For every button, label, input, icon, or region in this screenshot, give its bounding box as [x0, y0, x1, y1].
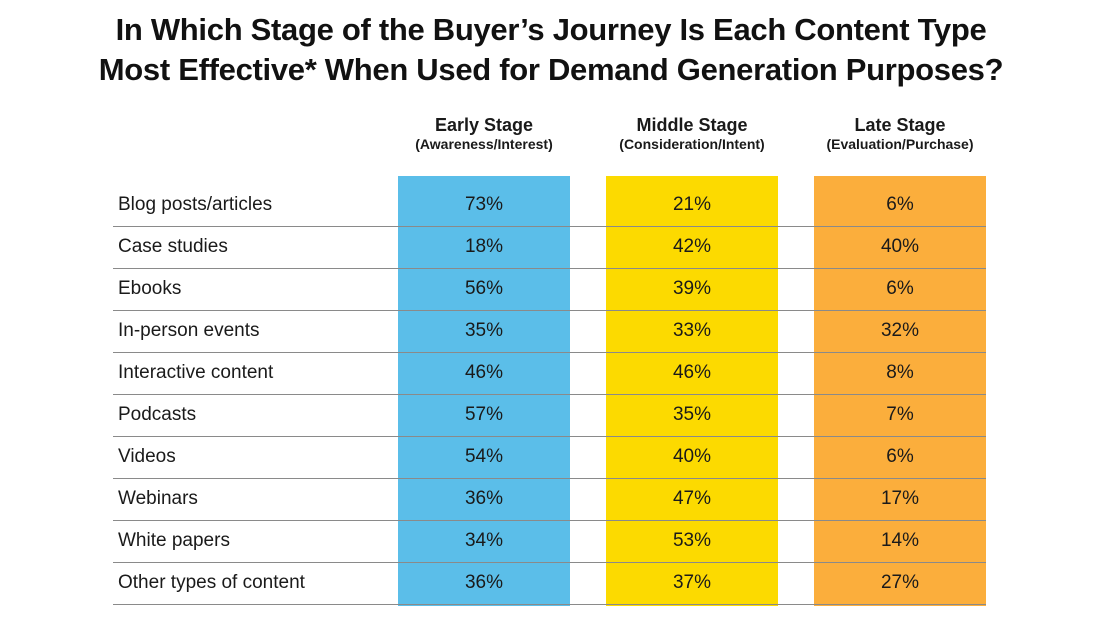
column-header-2: Late Stage (Evaluation/Purchase) — [790, 115, 1010, 153]
table-cell-value: 35% — [464, 320, 504, 341]
stage-column-band-1 — [606, 176, 778, 606]
row-divider — [113, 226, 986, 227]
table-cell-value: 27% — [880, 572, 920, 593]
table-cell-value: 6% — [886, 194, 914, 215]
table-cell-value: 7% — [886, 404, 914, 425]
row-label: Ebooks — [118, 278, 182, 299]
table-cell-value: 21% — [672, 194, 712, 215]
row-divider — [113, 394, 986, 395]
table-cell-value: 17% — [880, 488, 920, 509]
table-cell-value: 73% — [464, 194, 504, 215]
row-divider — [113, 562, 986, 563]
table-cell-value: 46% — [464, 362, 504, 383]
column-header-1: Middle Stage (Consideration/Intent) — [582, 115, 802, 153]
table-cell-value: 34% — [464, 530, 504, 551]
column-header-subtitle: (Evaluation/Purchase) — [826, 136, 974, 152]
row-label: Other types of content — [118, 572, 305, 593]
table-cell-value: 46% — [672, 362, 712, 383]
row-divider — [113, 604, 986, 605]
column-header-subtitle: (Consideration/Intent) — [619, 136, 765, 152]
table-cell-value: 40% — [880, 236, 920, 257]
row-divider — [113, 268, 986, 269]
row-label: Podcasts — [118, 404, 197, 425]
table-cell-value: 53% — [672, 530, 712, 551]
column-header-name: Early Stage — [434, 115, 534, 135]
row-divider — [113, 436, 986, 437]
row-label: Webinars — [118, 488, 198, 509]
column-header-name: Middle Stage — [636, 115, 748, 135]
chart-title-line-1: In Which Stage of the Buyer’s Journey Is… — [115, 12, 987, 47]
table-cell-value: 56% — [464, 278, 504, 299]
table-cell-value: 32% — [880, 320, 920, 341]
row-label: Interactive content — [118, 362, 274, 383]
chart-title-line-2: Most Effective* When Used for Demand Gen… — [98, 52, 1004, 87]
column-header-name: Late Stage — [854, 115, 946, 135]
table-cell-value: 6% — [886, 446, 914, 467]
row-divider — [113, 520, 986, 521]
table-cell-value: 33% — [672, 320, 712, 341]
table-cell-value: 42% — [672, 236, 712, 257]
table-cell-value: 36% — [464, 572, 504, 593]
table-cell-value: 54% — [464, 446, 504, 467]
row-divider — [113, 310, 986, 311]
row-divider — [113, 352, 986, 353]
stage-column-band-2 — [814, 176, 986, 606]
table-cell-value: 36% — [464, 488, 504, 509]
row-label: White papers — [118, 530, 230, 551]
table-cell-value: 35% — [672, 404, 712, 425]
stage-column-band-0 — [398, 176, 570, 606]
row-label: Case studies — [118, 236, 228, 257]
row-label: In-person events — [118, 320, 260, 341]
table-cell-value: 18% — [464, 236, 504, 257]
table-cell-value: 6% — [886, 278, 914, 299]
table-cell-value: 8% — [886, 362, 914, 383]
row-label: Videos — [118, 446, 176, 467]
table-cell-value: 14% — [880, 530, 920, 551]
table-cell-value: 37% — [672, 572, 712, 593]
table-cell-value: 57% — [464, 404, 504, 425]
chart-title: In Which Stage of the Buyer’s Journey Is… — [0, 10, 1102, 90]
row-divider — [113, 478, 986, 479]
column-header-0: Early Stage (Awareness/Interest) — [374, 115, 594, 153]
column-header-subtitle: (Awareness/Interest) — [415, 136, 553, 152]
table-cell-value: 47% — [672, 488, 712, 509]
table-cell-value: 39% — [672, 278, 712, 299]
row-label: Blog posts/articles — [118, 194, 273, 215]
table-cell-value: 40% — [672, 446, 712, 467]
